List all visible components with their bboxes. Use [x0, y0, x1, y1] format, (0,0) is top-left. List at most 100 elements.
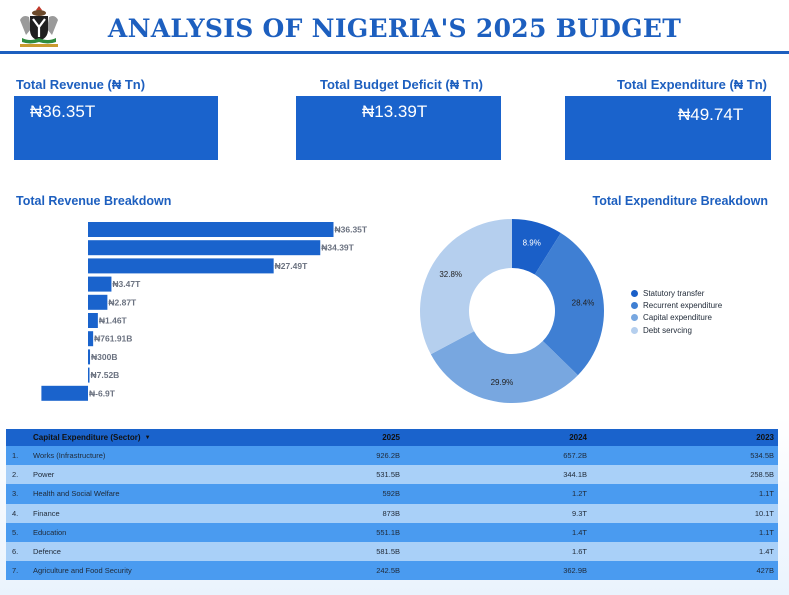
donut-slice-label: 32.8%: [439, 270, 462, 279]
value-2023: 1.4T: [758, 547, 774, 557]
legend-label: Statutory transfer: [643, 288, 705, 298]
legend-swatch: [631, 326, 638, 334]
table-row: 1. Works (Infrastructure) 926.2B 657.2B …: [6, 446, 778, 466]
sector-name: Defence: [33, 547, 61, 557]
value-2025: 926.2B: [376, 451, 400, 461]
sector-column-header[interactable]: Capital Expenditure (Sector) ▼: [33, 429, 151, 446]
revenue-bar: [88, 294, 108, 310]
value-2023: 1.1T: [758, 489, 774, 499]
value-2024: 9.3T: [571, 508, 587, 518]
table-row: 7. Agriculture and Food Security 242.5B …: [6, 561, 778, 581]
header-divider: [0, 51, 789, 54]
donut-slice: [534, 233, 604, 376]
donut-slice: [430, 331, 578, 403]
row-index: 1.: [12, 451, 19, 461]
sort-down-icon[interactable]: ▼: [144, 434, 151, 441]
value-2024: 362.9B: [563, 566, 587, 576]
total-deficit-value: ₦13.39T: [362, 102, 428, 121]
table-row: 5. Education 551.1B 1.4T 1.1T: [6, 522, 778, 542]
value-2023: 534.5B: [750, 451, 774, 461]
revenue-bar: [88, 222, 334, 237]
column-header-2023[interactable]: 2023: [756, 433, 774, 442]
legend-item: Capital expenditure: [631, 312, 722, 324]
value-2023: 10.1T: [754, 508, 774, 518]
value-2025: 242.5B: [376, 566, 400, 576]
sector-header-label: Capital Expenditure (Sector): [33, 433, 141, 442]
donut-slice-label: 28.4%: [572, 298, 595, 307]
table-row: 2. Power 531.5B 344.1B 258.5B: [6, 465, 778, 485]
table-header-row: Capital Expenditure (Sector) ▼ 2025 2024…: [6, 429, 778, 446]
revenue-bar-label: ₦7.52B: [91, 370, 120, 380]
row-index: 6.: [12, 547, 19, 557]
revenue-bar-label: ₦761.91B: [94, 334, 132, 344]
value-2024: 1.2T: [571, 489, 587, 499]
revenue-bar: [88, 313, 98, 328]
value-2025: 551.1B: [376, 527, 400, 537]
donut-slice: [419, 219, 512, 355]
value-2023: 427B: [756, 566, 774, 576]
revenue-bar-label: ₦-6.9T: [89, 388, 116, 398]
header: ANALYSIS OF NIGERIA'S 2025 BUDGET: [0, 0, 789, 56]
capital-expenditure-table: Capital Expenditure (Sector) ▼ 2025 2024…: [6, 429, 778, 581]
donut-slice-label: 8.9%: [523, 238, 541, 247]
page-title: ANALYSIS OF NIGERIA'S 2025 BUDGET: [107, 14, 682, 43]
total-deficit-label: Total Budget Deficit (₦ Tn): [320, 77, 483, 92]
value-2025: 873B: [382, 508, 400, 518]
legend-item: Debt servcing: [631, 324, 722, 336]
legend-label: Recurrent expenditure: [643, 300, 723, 310]
revenue-bar: [41, 385, 88, 401]
legend-item: Recurrent expenditure: [631, 299, 722, 311]
value-2025: 592B: [382, 489, 400, 499]
revenue-breakdown-chart: ₦36.35T ₦34.39T ₦27.49T ₦3.47T ₦2.87T ₦1.46T ₦…: [41, 222, 368, 401]
expenditure-donut-chart: 8.9% 28.4% 29.9% 32.8%: [419, 219, 604, 403]
table-row: 3. Health and Social Welfare 592B 1.2T 1…: [6, 484, 778, 504]
expenditure-legend: Statutory transfer Recurrent expenditure…: [631, 287, 722, 336]
revenue-bar-label: ₦27.49T: [275, 261, 308, 271]
revenue-bar: [88, 331, 94, 347]
row-index: 5.: [12, 527, 19, 537]
revenue-bar-label: ₦2.87T: [108, 297, 137, 307]
revenue-bar: [88, 276, 112, 292]
coat-of-arms-logo: [20, 6, 58, 47]
total-expenditure-value: ₦49.74T: [678, 105, 744, 124]
sector-name: Education: [33, 527, 67, 537]
legend-label: Debt servcing: [643, 325, 692, 335]
column-header-2025[interactable]: 2025: [382, 433, 400, 442]
total-deficit-card: ₦13.39T: [296, 96, 501, 160]
revenue-bar-label: ₦1.46T: [99, 316, 128, 326]
revenue-breakdown-title: Total Revenue Breakdown: [16, 194, 172, 208]
legend-swatch: [631, 301, 638, 309]
legend-label: Capital expenditure: [643, 313, 712, 323]
donut-slice: [512, 219, 561, 275]
value-2024: 344.1B: [563, 470, 587, 480]
revenue-bar-label: ₦36.35T: [335, 225, 368, 235]
table-row: 4. Finance 873B 9.3T 10.1T: [6, 503, 778, 523]
total-revenue-card: ₦36.35T: [14, 96, 218, 160]
revenue-bar: [88, 258, 274, 274]
row-index: 4.: [12, 508, 19, 518]
row-index: 2.: [12, 470, 19, 480]
sector-name: Health and Social Welfare: [33, 489, 120, 499]
legend-swatch: [631, 289, 638, 297]
sector-name: Finance: [33, 508, 60, 518]
value-2023: 258.5B: [750, 470, 774, 480]
row-index: 7.: [12, 566, 19, 576]
total-revenue-label: Total Revenue (₦ Tn): [16, 77, 146, 92]
donut-slice-label: 29.9%: [491, 378, 514, 387]
value-2024: 657.2B: [563, 451, 587, 461]
total-revenue-value: ₦36.35T: [30, 102, 96, 121]
revenue-bar-label: ₦3.47T: [112, 279, 141, 289]
value-2025: 581.5B: [376, 547, 400, 557]
revenue-bar: [88, 349, 91, 365]
sector-name: Power: [33, 470, 55, 480]
total-expenditure-label: Total Expenditure (₦ Tn): [617, 77, 767, 92]
value-2024: 1.4T: [571, 527, 587, 537]
total-expenditure-card: ₦49.74T: [565, 96, 771, 160]
expenditure-breakdown-title: Total Expenditure Breakdown: [592, 194, 769, 208]
sector-name: Agriculture and Food Security: [33, 566, 132, 576]
legend-swatch: [631, 314, 638, 322]
value-2023: 1.1T: [758, 527, 774, 537]
value-2024: 1.6T: [571, 547, 587, 557]
revenue-bar: [88, 367, 90, 383]
column-header-2024[interactable]: 2024: [569, 433, 587, 442]
